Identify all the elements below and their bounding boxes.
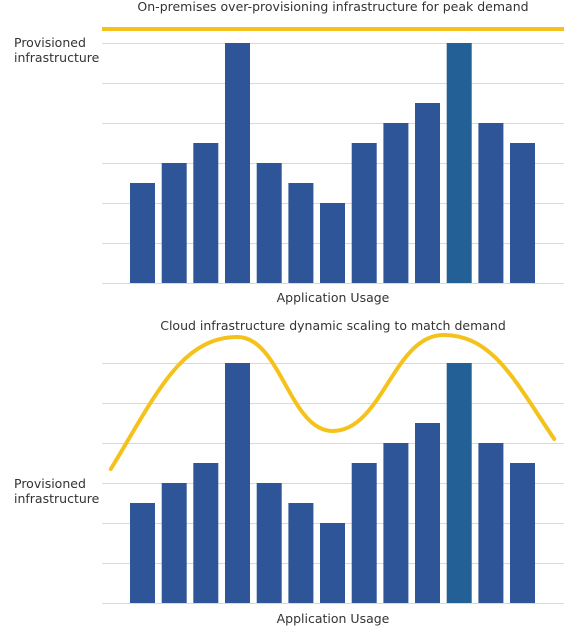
- x-axis-label: Application Usage: [277, 290, 390, 305]
- bar: [193, 143, 219, 283]
- chart-on-premises: On-premises over-provisioning infrastruc…: [14, 0, 564, 305]
- bar: [383, 123, 409, 283]
- bar: [225, 43, 250, 283]
- bar: [478, 123, 504, 283]
- bar: [351, 463, 377, 603]
- chart-title: On-premises over-provisioning infrastruc…: [137, 0, 528, 14]
- chart-cloud: Cloud infrastructure dynamic scaling to …: [14, 318, 564, 626]
- bar: [256, 163, 282, 283]
- bar: [446, 363, 472, 603]
- bar: [510, 463, 535, 603]
- chart-title: Cloud infrastructure dynamic scaling to …: [160, 318, 506, 333]
- bar: [351, 143, 377, 283]
- provisioned-curve: [108, 332, 557, 471]
- bar: [478, 443, 504, 603]
- bar: [320, 203, 345, 283]
- provisioned-label-line-1: Provisioned: [14, 35, 86, 50]
- bars: [130, 43, 535, 283]
- bar: [130, 183, 155, 283]
- bar: [415, 423, 440, 603]
- bar: [130, 503, 155, 603]
- bar: [415, 103, 440, 283]
- bar: [446, 43, 472, 283]
- bar: [383, 443, 409, 603]
- provisioned-label: Provisioned infrastructure: [14, 476, 100, 506]
- provisioned-label-line-2: infrastructure: [14, 50, 100, 65]
- bar: [320, 523, 345, 603]
- x-axis-label: Application Usage: [277, 611, 390, 626]
- provisioned-label-line-2: infrastructure: [14, 491, 100, 506]
- provisioned-layer: [108, 332, 557, 471]
- provisioned-label-line-1: Provisioned: [14, 476, 86, 491]
- bar: [161, 483, 187, 603]
- bars: [130, 363, 535, 603]
- bar: [193, 463, 219, 603]
- bar: [256, 483, 282, 603]
- bar: [288, 183, 314, 283]
- provisioned-label: Provisioned infrastructure: [14, 35, 100, 65]
- bar: [510, 143, 535, 283]
- bar: [288, 503, 314, 603]
- bar: [225, 363, 250, 603]
- bar: [161, 163, 187, 283]
